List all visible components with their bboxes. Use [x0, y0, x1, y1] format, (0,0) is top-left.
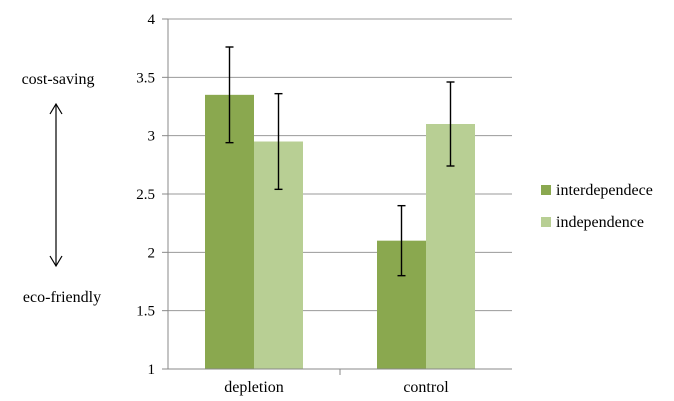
y-tick-label: 3.5: [136, 70, 155, 86]
y-tick-label: 4: [148, 12, 156, 28]
annotation-cost-saving: cost-saving: [22, 71, 95, 88]
x-tick-label: control: [403, 379, 449, 396]
error-bar: [446, 81, 455, 167]
y-tick-label: 2: [148, 245, 156, 261]
y-tick-label: 2.5: [136, 187, 155, 203]
axes: 1 1.5 2 2.5 3 3.5 4 depletion control: [136, 12, 512, 396]
y-tick-label: 1.5: [136, 304, 155, 320]
legend-label: interdependece: [556, 182, 653, 199]
scale-annotation: cost-saving eco-friendly: [22, 71, 102, 306]
error-bar: [225, 46, 234, 144]
error-bar: [274, 92, 283, 191]
legend-label: independence: [556, 214, 644, 231]
y-tick-label: 3: [148, 129, 156, 145]
x-tick-label: depletion: [224, 379, 284, 396]
double-arrow-icon: [49, 102, 63, 268]
legend-swatch: [541, 217, 551, 227]
bars: [205, 46, 475, 369]
legend: interdependece independence: [541, 182, 653, 231]
error-bar: [397, 204, 406, 277]
annotation-eco-friendly: eco-friendly: [23, 289, 101, 306]
legend-swatch: [541, 185, 551, 195]
y-tick-label: 1: [148, 362, 156, 378]
